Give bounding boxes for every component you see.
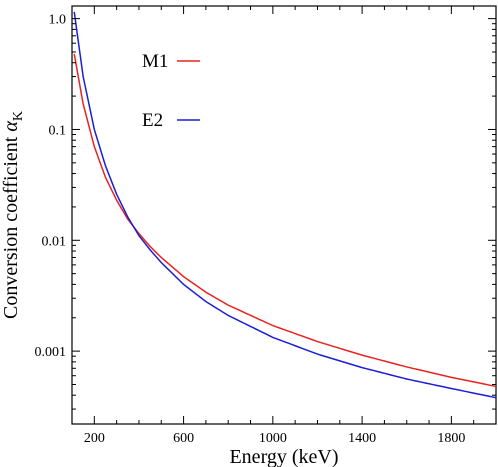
legend-label-m1: M1 <box>142 51 168 72</box>
series-line-m1 <box>73 53 497 388</box>
series-layer <box>73 11 497 399</box>
y-axis-title-subscript: K <box>11 111 26 121</box>
y-axis-title: Conversion coefficient αK <box>0 111 26 319</box>
plot-frame <box>71 5 497 425</box>
x-tick-label: 1000 <box>259 431 287 446</box>
legend-label-e2: E2 <box>142 110 163 131</box>
x-axis-title: Energy (keV) <box>229 446 338 467</box>
y-tick-label: 1.0 <box>49 13 67 28</box>
x-tick-label: 1800 <box>437 431 465 446</box>
x-tick-label: 600 <box>173 431 194 446</box>
legend: M1 E2 <box>142 51 200 131</box>
y-tick-label: 0.1 <box>49 123 67 138</box>
series-line-e2 <box>73 11 497 399</box>
ticks-layer: 200 600 1000 1400 1800 1.0 0.1 0.01 0.001 <box>35 6 496 446</box>
x-tick-label: 1400 <box>348 431 376 446</box>
y-axis-title-main: Conversion coefficient <box>0 132 22 319</box>
y-tick-label: 0.01 <box>42 234 67 249</box>
x-tick-label: 200 <box>84 431 105 446</box>
y-axis-title-symbol: α <box>0 121 22 132</box>
y-tick-label: 0.001 <box>35 345 67 360</box>
